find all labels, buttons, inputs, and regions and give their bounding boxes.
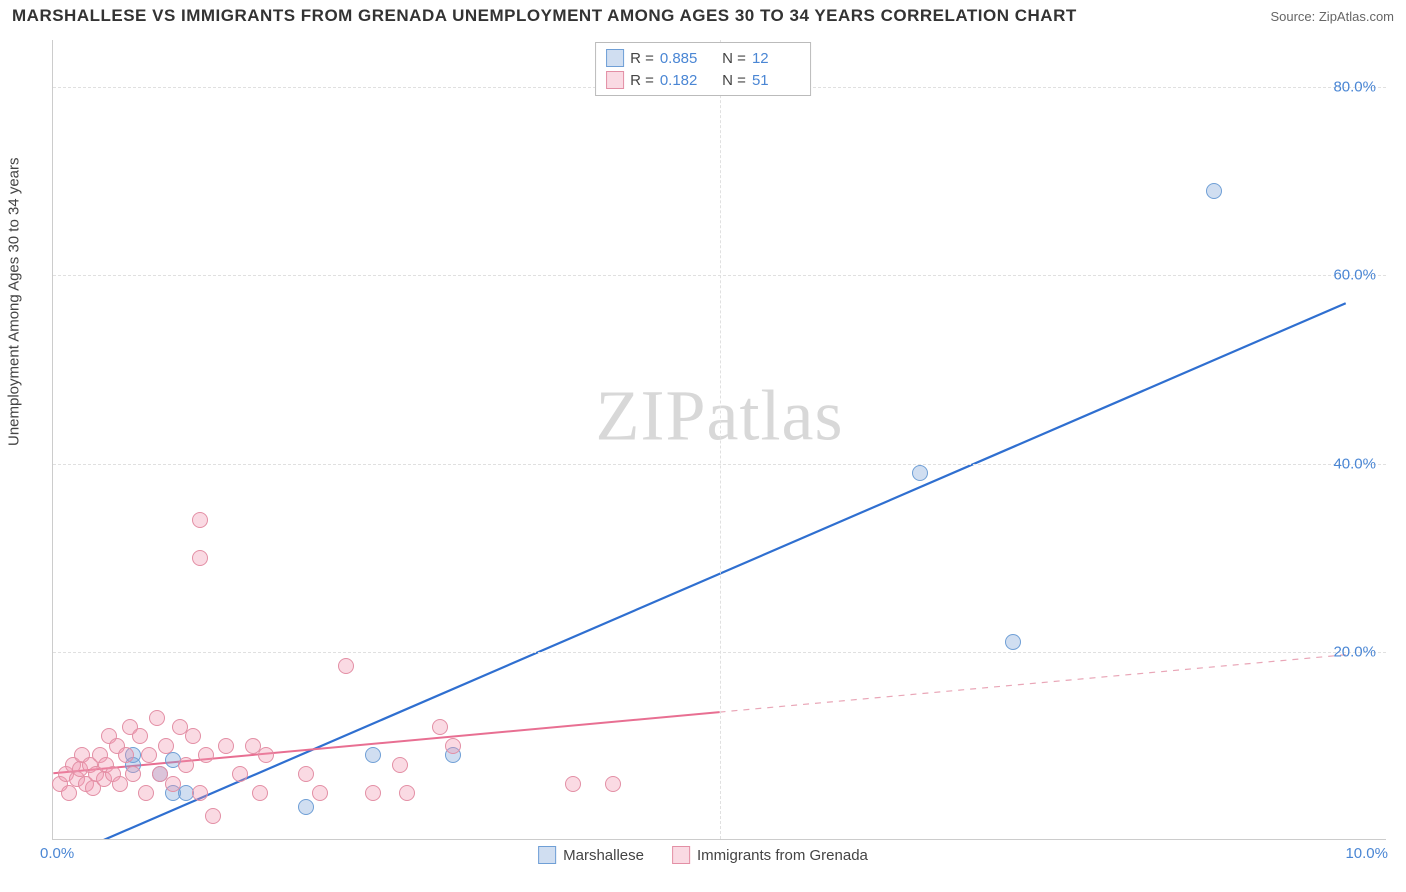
chart-title: MARSHALLESE VS IMMIGRANTS FROM GRENADA U… (12, 6, 1077, 26)
data-point-b (158, 738, 174, 754)
y-axis-title: Unemployment Among Ages 30 to 34 years (6, 157, 23, 446)
legend-item-b: Immigrants from Grenada (672, 846, 868, 864)
stat-n-value: 51 (752, 72, 800, 89)
data-point-b (192, 550, 208, 566)
data-point-b (125, 766, 141, 782)
data-point-b (149, 710, 165, 726)
data-point-b (165, 776, 181, 792)
legend-swatch (606, 49, 624, 67)
source-label: Source: ZipAtlas.com (1270, 9, 1394, 24)
y-tick-label: 40.0% (1333, 455, 1376, 472)
x-axis-max-label: 10.0% (1345, 845, 1388, 862)
x-axis-origin-label: 0.0% (40, 845, 74, 862)
data-point-b (338, 658, 354, 674)
legend-swatch (538, 846, 556, 864)
data-point-b (132, 728, 148, 744)
data-point-a (298, 799, 314, 815)
data-point-b (205, 808, 221, 824)
data-point-b (312, 785, 328, 801)
data-point-b (605, 776, 621, 792)
stat-n-label: N = (714, 72, 746, 89)
data-point-a (365, 747, 381, 763)
gridline-v (720, 40, 721, 839)
legend-swatch (606, 71, 624, 89)
data-point-b (392, 757, 408, 773)
stats-legend: R = 0.885 N = 12 R = 0.182 N = 51 (595, 42, 811, 96)
data-point-b (399, 785, 415, 801)
data-point-b (432, 719, 448, 735)
legend-item-a: Marshallese (538, 846, 644, 864)
data-point-b (138, 785, 154, 801)
data-point-a (1206, 183, 1222, 199)
stats-row-a: R = 0.885 N = 12 (606, 47, 800, 69)
data-point-b (252, 785, 268, 801)
legend-label: Immigrants from Grenada (697, 847, 868, 864)
data-point-b (192, 785, 208, 801)
plot-area: ZIPatlas 20.0%40.0%60.0%80.0% (52, 40, 1386, 840)
data-point-b (445, 738, 461, 754)
y-tick-label: 80.0% (1333, 79, 1376, 96)
data-point-b (192, 512, 208, 528)
data-point-b (232, 766, 248, 782)
stat-r-label: R = (630, 72, 654, 89)
data-point-b (365, 785, 381, 801)
data-point-b (61, 785, 77, 801)
trend-line (720, 655, 1346, 712)
data-point-b (218, 738, 234, 754)
data-point-b (565, 776, 581, 792)
data-point-b (185, 728, 201, 744)
data-point-b (141, 747, 157, 763)
legend-swatch (672, 846, 690, 864)
y-tick-label: 20.0% (1333, 643, 1376, 660)
data-point-a (1005, 634, 1021, 650)
stat-r-label: R = (630, 50, 654, 67)
stat-n-label: N = (714, 50, 746, 67)
series-legend: Marshallese Immigrants from Grenada (538, 846, 868, 864)
data-point-b (118, 747, 134, 763)
data-point-b (198, 747, 214, 763)
data-point-b (178, 757, 194, 773)
y-tick-label: 60.0% (1333, 267, 1376, 284)
legend-label: Marshallese (563, 847, 644, 864)
stat-r-value: 0.182 (660, 72, 708, 89)
stats-row-b: R = 0.182 N = 51 (606, 69, 800, 91)
data-point-b (258, 747, 274, 763)
stat-n-value: 12 (752, 50, 800, 67)
data-point-a (912, 465, 928, 481)
data-point-b (298, 766, 314, 782)
stat-r-value: 0.885 (660, 50, 708, 67)
